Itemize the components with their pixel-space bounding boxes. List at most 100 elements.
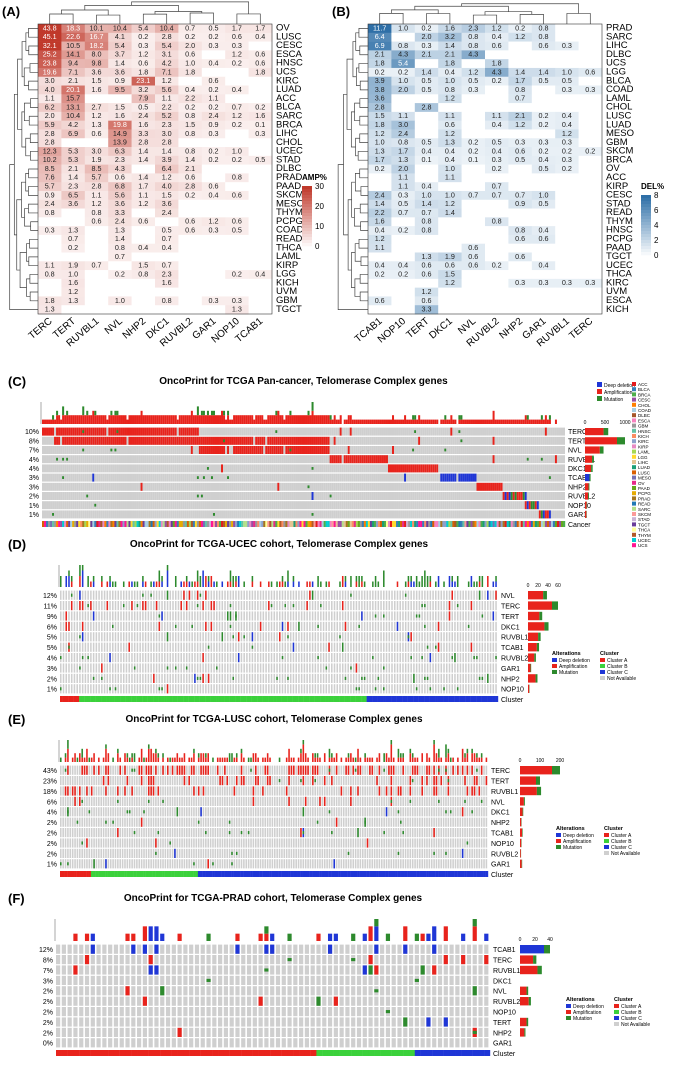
colorbar-step [641,243,651,247]
top-bar [166,415,169,424]
alteration-mark [166,427,169,436]
cell-value-label: 0.2 [468,138,478,147]
oncoprint-cell [325,482,328,491]
heatmap-cell [391,50,416,60]
oncoprint-cell [456,464,459,473]
oncoprint-cell [188,482,191,491]
oncoprint-cell [279,492,282,500]
annotation-cell [486,521,489,527]
heatmap-cell [201,41,226,51]
oncoprint-cell [347,427,350,436]
cell-value-label: 1.3 [445,138,455,147]
oncoprint-cell [420,446,423,454]
cell-value-label: 0.6 [515,146,525,155]
alteration-mark [307,446,310,454]
oncoprint-cell [90,455,93,464]
annotation-cell [313,521,316,527]
heatmap-cell [508,234,533,244]
top-bar [500,419,503,424]
oncoprint-cell [251,590,254,600]
cell-value-label: 1.0 [398,76,408,85]
oncoprint-cell [482,455,485,464]
heatmap-cell [108,120,132,130]
heatmap-cell [248,296,273,306]
oncoprint-cell [359,427,362,436]
heatmap-cell [201,182,226,192]
row-label: ACC [606,172,626,183]
oncoprint-cell [277,473,280,482]
heatmap-cell [155,217,179,227]
row-label: LUSC [606,110,631,121]
oncoprint-cell [265,436,268,445]
heatmap-cell [368,94,392,104]
gene-label: TERC [568,429,587,436]
oncoprint-cell [229,464,232,473]
cell-value-label: 3.3 [138,129,148,138]
row-label: UVM [606,286,627,297]
alteration-mark [44,427,47,436]
oncoprint-cell [74,501,77,510]
oncoprint-cell [323,473,326,482]
oncoprint-cell [361,501,364,510]
oncoprint-cell [502,482,505,491]
alteration-mark [510,492,513,500]
oncoprint-cell [158,510,161,519]
legend-swatch [632,423,636,428]
oncoprint-cell [550,473,553,482]
oncoprint-cell [508,501,511,510]
oncoprint-cell [44,464,47,473]
oncoprint-cell [241,492,244,500]
oncoprint-cell [520,501,523,510]
alteration-mark [231,436,234,445]
oncoprint-cell [371,501,374,510]
alteration-mark [174,436,177,445]
column-label: DKC1 [427,316,455,342]
alteration-mark [184,436,187,445]
heatmap-cell [131,252,156,262]
oncoprint-cell [128,482,131,491]
heatmap-cell [84,261,109,271]
oncoprint-cell [287,427,290,436]
oncoprint-cell [160,473,163,482]
alteration-mark [432,464,435,473]
oncoprint-cell [490,446,493,454]
oncoprint-cell [476,464,479,473]
heatmap-cell [578,94,603,104]
cell-value-label: 0.4 [562,120,572,129]
oncoprint-cell [74,492,77,500]
oncoprint-cell [452,446,455,454]
oncoprint-cell [329,482,332,491]
cell-value-label: 3.8 [375,85,385,94]
oncoprint-cell [460,510,463,519]
cell-value-label: 1.3 [68,296,78,305]
heatmap-cell [61,41,86,51]
oncoprint-cell [466,464,469,473]
heatmap-cell [391,147,416,157]
oncoprint-cell [341,492,344,500]
oncoprint-cell [267,510,270,519]
oncoprint-cell [208,501,211,510]
oncoprint-cell [277,427,280,436]
oncoprint-cell [248,590,251,600]
heatmap-cell [368,50,392,60]
heatmap-cell [531,41,556,51]
oncoprint-cell [162,455,165,464]
oncoprint-cell [293,492,296,500]
heatmap-cell [38,305,62,315]
heatmap-cell [155,261,179,271]
heatmap-cell [414,182,439,192]
oncoprint-cell [76,501,79,510]
heatmap-cell [461,41,486,51]
top-bar [122,415,125,424]
oncoprint-cell [518,473,521,482]
oncoprint-cell [263,482,266,491]
oncoprint-cell [152,455,155,464]
oncoprint-cell [169,590,172,600]
annotation-cell [172,521,175,527]
oncoprint-cell [440,492,443,500]
top-bar [142,415,145,424]
oncoprint-cell [420,455,423,464]
heatmap-cell [248,305,273,315]
cell-value-label: 0.2 [492,164,502,173]
oncoprint-cell [204,492,207,500]
